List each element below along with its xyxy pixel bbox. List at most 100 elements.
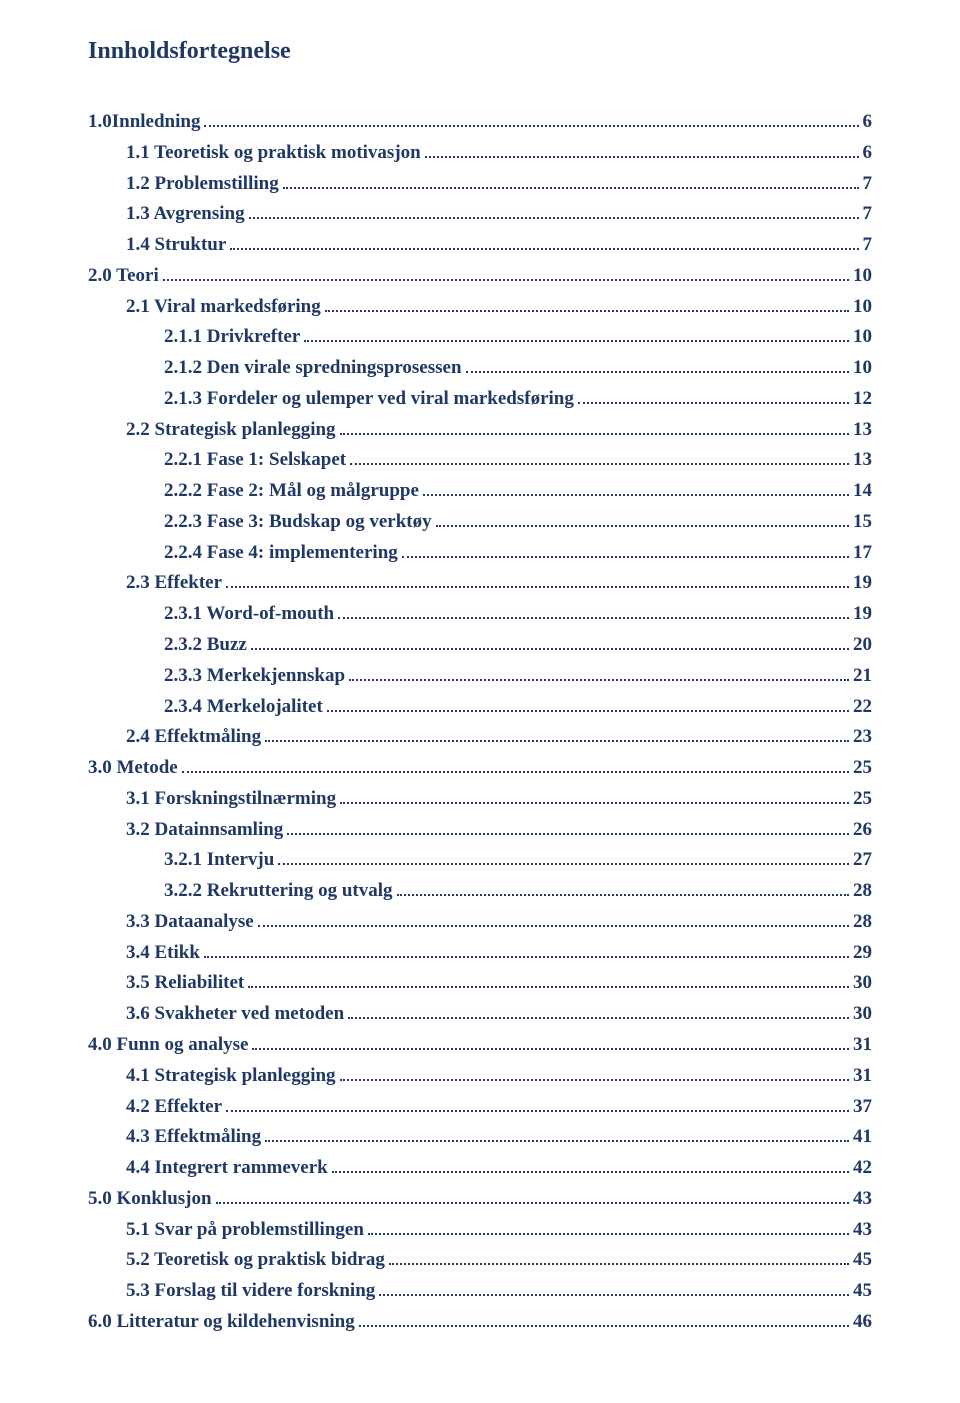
toc-entry-label: 4.4 Integrert rammeverk	[126, 1153, 328, 1184]
toc-title: Innholdsfortegnelse	[88, 38, 872, 65]
toc-entry-page: 10	[853, 322, 872, 353]
toc-entry-page: 42	[853, 1153, 872, 1184]
toc-leader-dots	[578, 391, 849, 403]
toc-entry: 2.3 Effekter19	[88, 568, 872, 599]
toc-entry-label: 2.3.2 Buzz	[164, 630, 247, 661]
toc-leader-dots	[249, 207, 859, 219]
toc-entry: 3.0 Metode25	[88, 753, 872, 784]
toc-leader-dots	[252, 1038, 849, 1050]
toc-entry: 2.1.2 Den virale spredningsprosessen10	[88, 353, 872, 384]
toc-entry-label: 6.0 Litteratur og kildehenvisning	[88, 1307, 355, 1338]
toc-leader-dots	[340, 791, 849, 803]
toc-entry-label: 5.3 Forslag til videre forskning	[126, 1276, 375, 1307]
toc-entry: 3.1 Forskningstilnærming 25	[88, 784, 872, 815]
toc-entry-label: 2.0 Teori	[88, 261, 159, 292]
toc-entry: 3.2.2 Rekruttering og utvalg28	[88, 876, 872, 907]
toc-leader-dots	[230, 238, 858, 250]
toc-leader-dots	[350, 453, 849, 465]
toc-entry: 2.3.3 Merkekjennskap21	[88, 661, 872, 692]
toc-entry: 2.3.1 Word-of-mouth 19	[88, 599, 872, 630]
toc-entry: 3.2.1 Intervju27	[88, 845, 872, 876]
toc-leader-dots	[182, 761, 849, 773]
toc-leader-dots	[379, 1284, 849, 1296]
page: Innholdsfortegnelse 1.0Innledning61.1 Te…	[0, 0, 960, 1403]
toc-entry: 5.3 Forslag til videre forskning 45	[88, 1276, 872, 1307]
toc-entry-label: 4.0 Funn og analyse	[88, 1030, 248, 1061]
toc-entry-label: 2.2.1 Fase 1: Selskapet	[164, 445, 346, 476]
toc-entry-label: 2.1.2 Den virale spredningsprosessen	[164, 353, 462, 384]
toc-leader-dots	[397, 884, 849, 896]
toc-entry-page: 29	[853, 938, 872, 969]
toc-entry: 2.3.2 Buzz 20	[88, 630, 872, 661]
toc-entry-label: 3.2 Datainnsamling	[126, 815, 283, 846]
toc-entry-page: 45	[853, 1276, 872, 1307]
toc-entry-page: 20	[853, 630, 872, 661]
toc-leader-dots	[163, 268, 849, 280]
toc-entry-label: 4.3 Effektmåling	[126, 1122, 261, 1153]
toc-entry-page: 6	[863, 107, 873, 138]
toc-entry-page: 17	[853, 538, 872, 569]
toc-leader-dots	[325, 299, 849, 311]
toc-entry-label: 3.4 Etikk	[126, 938, 200, 969]
toc-entry-label: 2.2 Strategisk planlegging	[126, 415, 336, 446]
toc-entry-page: 45	[853, 1245, 872, 1276]
toc-entry: 2.3.4 Merkelojalitet22	[88, 692, 872, 723]
toc-entry: 2.2.3 Fase 3: Budskap og verktøy15	[88, 507, 872, 538]
toc-entry-label: 3.2.2 Rekruttering og utvalg	[164, 876, 393, 907]
toc-entry-page: 21	[853, 661, 872, 692]
toc-entry: 3.3 Dataanalyse28	[88, 907, 872, 938]
toc-entry: 3.5 Reliabilitet30	[88, 968, 872, 999]
toc-entry-label: 1.3 Avgrensing	[126, 199, 245, 230]
toc-entry: 6.0 Litteratur og kildehenvisning 46	[88, 1307, 872, 1338]
toc-entry-page: 10	[853, 292, 872, 323]
toc-leader-dots	[466, 361, 849, 373]
toc-entry: 2.2.2 Fase 2: Mål og målgruppe14	[88, 476, 872, 507]
toc-entry-page: 30	[853, 968, 872, 999]
toc-entry-page: 30	[853, 999, 872, 1030]
toc-leader-dots	[402, 545, 849, 557]
toc-entry-page: 41	[853, 1122, 872, 1153]
toc-entry-label: 2.1.3 Fordeler og ulemper ved viral mark…	[164, 384, 574, 415]
toc-entry-label: 4.1 Strategisk planlegging	[126, 1061, 336, 1092]
toc-leader-dots	[332, 1161, 849, 1173]
toc-leader-dots	[340, 422, 849, 434]
toc-entry-label: 2.3.1 Word-of-mouth	[164, 599, 334, 630]
toc-entry-label: 1.0Innledning	[88, 107, 200, 138]
toc-entry-label: 2.2.2 Fase 2: Mål og målgruppe	[164, 476, 419, 507]
toc-entry-label: 3.3 Dataanalyse	[126, 907, 254, 938]
toc-entry: 2.2.4 Fase 4: implementering17	[88, 538, 872, 569]
toc-entry: 1.0Innledning 6	[88, 107, 872, 138]
toc-entry-label: 2.2.3 Fase 3: Budskap og verktøy	[164, 507, 432, 538]
toc-entry-page: 6	[863, 138, 873, 169]
toc-entry: 2.2 Strategisk planlegging 13	[88, 415, 872, 446]
toc-list: 1.0Innledning61.1 Teoretisk og praktisk …	[88, 107, 872, 1338]
toc-entry: 4.2 Effekter37	[88, 1092, 872, 1123]
toc-entry-page: 19	[853, 599, 872, 630]
toc-leader-dots	[216, 1191, 849, 1203]
toc-entry-label: 2.4 Effektmåling	[126, 722, 261, 753]
toc-leader-dots	[423, 484, 849, 496]
toc-entry-label: 2.3 Effekter	[126, 568, 222, 599]
toc-leader-dots	[368, 1222, 849, 1234]
toc-entry-page: 7	[863, 169, 873, 200]
toc-entry-label: 3.1 Forskningstilnærming	[126, 784, 336, 815]
toc-entry: 1.3 Avgrensing7	[88, 199, 872, 230]
toc-entry: 4.0 Funn og analyse31	[88, 1030, 872, 1061]
toc-leader-dots	[251, 638, 849, 650]
toc-leader-dots	[226, 1099, 849, 1111]
toc-entry-page: 26	[853, 815, 872, 846]
toc-entry-page: 27	[853, 845, 872, 876]
toc-entry-page: 13	[853, 415, 872, 446]
toc-entry-page: 25	[853, 784, 872, 815]
toc-entry: 2.1 Viral markedsføring10	[88, 292, 872, 323]
toc-leader-dots	[436, 515, 849, 527]
toc-entry-label: 1.2 Problemstilling	[126, 169, 279, 200]
toc-entry: 3.6 Svakheter ved metoden30	[88, 999, 872, 1030]
toc-entry-page: 46	[853, 1307, 872, 1338]
toc-entry-label: 2.3.4 Merkelojalitet	[164, 692, 323, 723]
toc-leader-dots	[338, 607, 849, 619]
toc-leader-dots	[389, 1253, 849, 1265]
toc-leader-dots	[304, 330, 849, 342]
toc-entry-page: 23	[853, 722, 872, 753]
toc-leader-dots	[265, 1130, 849, 1142]
